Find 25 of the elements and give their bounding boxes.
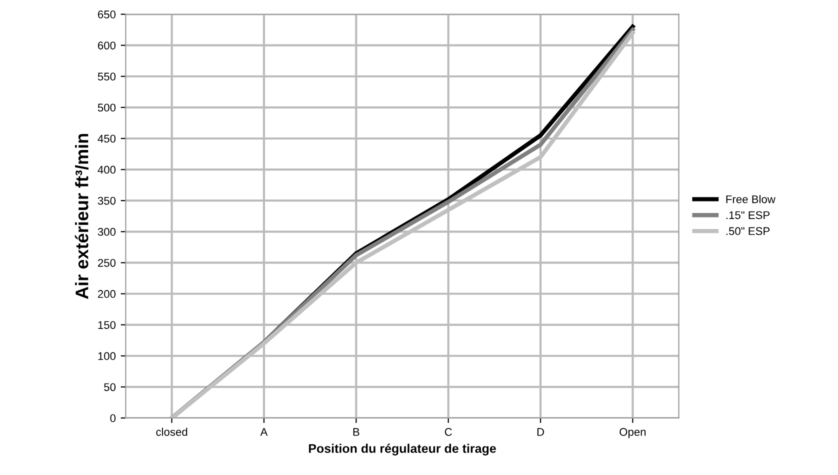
y-axis-title: Air extérieur ft³/min: [74, 134, 88, 299]
y-tick-label: 0: [110, 414, 116, 422]
legend-label: .50" ESP: [726, 227, 770, 236]
y-tick-label: 100: [98, 352, 116, 360]
legend-label: Free Blow: [726, 195, 776, 204]
y-tick-label: 600: [98, 42, 116, 50]
y-tick-label: 300: [98, 228, 116, 236]
x-tick-label: A: [260, 428, 268, 436]
y-tick-label: 650: [98, 10, 116, 18]
y-tick-label: 350: [98, 196, 116, 205]
y-tick-label: 450: [98, 134, 116, 143]
x-tick-label: C: [444, 428, 452, 436]
y-tick-label: 200: [98, 290, 116, 298]
x-tick-label: B: [353, 428, 360, 436]
x-tick-label: Open: [620, 428, 646, 438]
y-tick-label: 500: [98, 104, 116, 112]
y-tick-label: 150: [98, 321, 116, 329]
x-tick-label: D: [537, 428, 544, 436]
y-tick-label: 50: [104, 383, 116, 392]
y-tick-label: 550: [98, 72, 116, 80]
x-axis-title: Position du régulateur de tirage: [308, 444, 496, 456]
x-tick-label: closed: [156, 428, 188, 436]
y-tick-label: 400: [98, 166, 116, 174]
legend-label: .15" ESP: [726, 211, 770, 220]
y-tick-label: 250: [98, 258, 116, 267]
